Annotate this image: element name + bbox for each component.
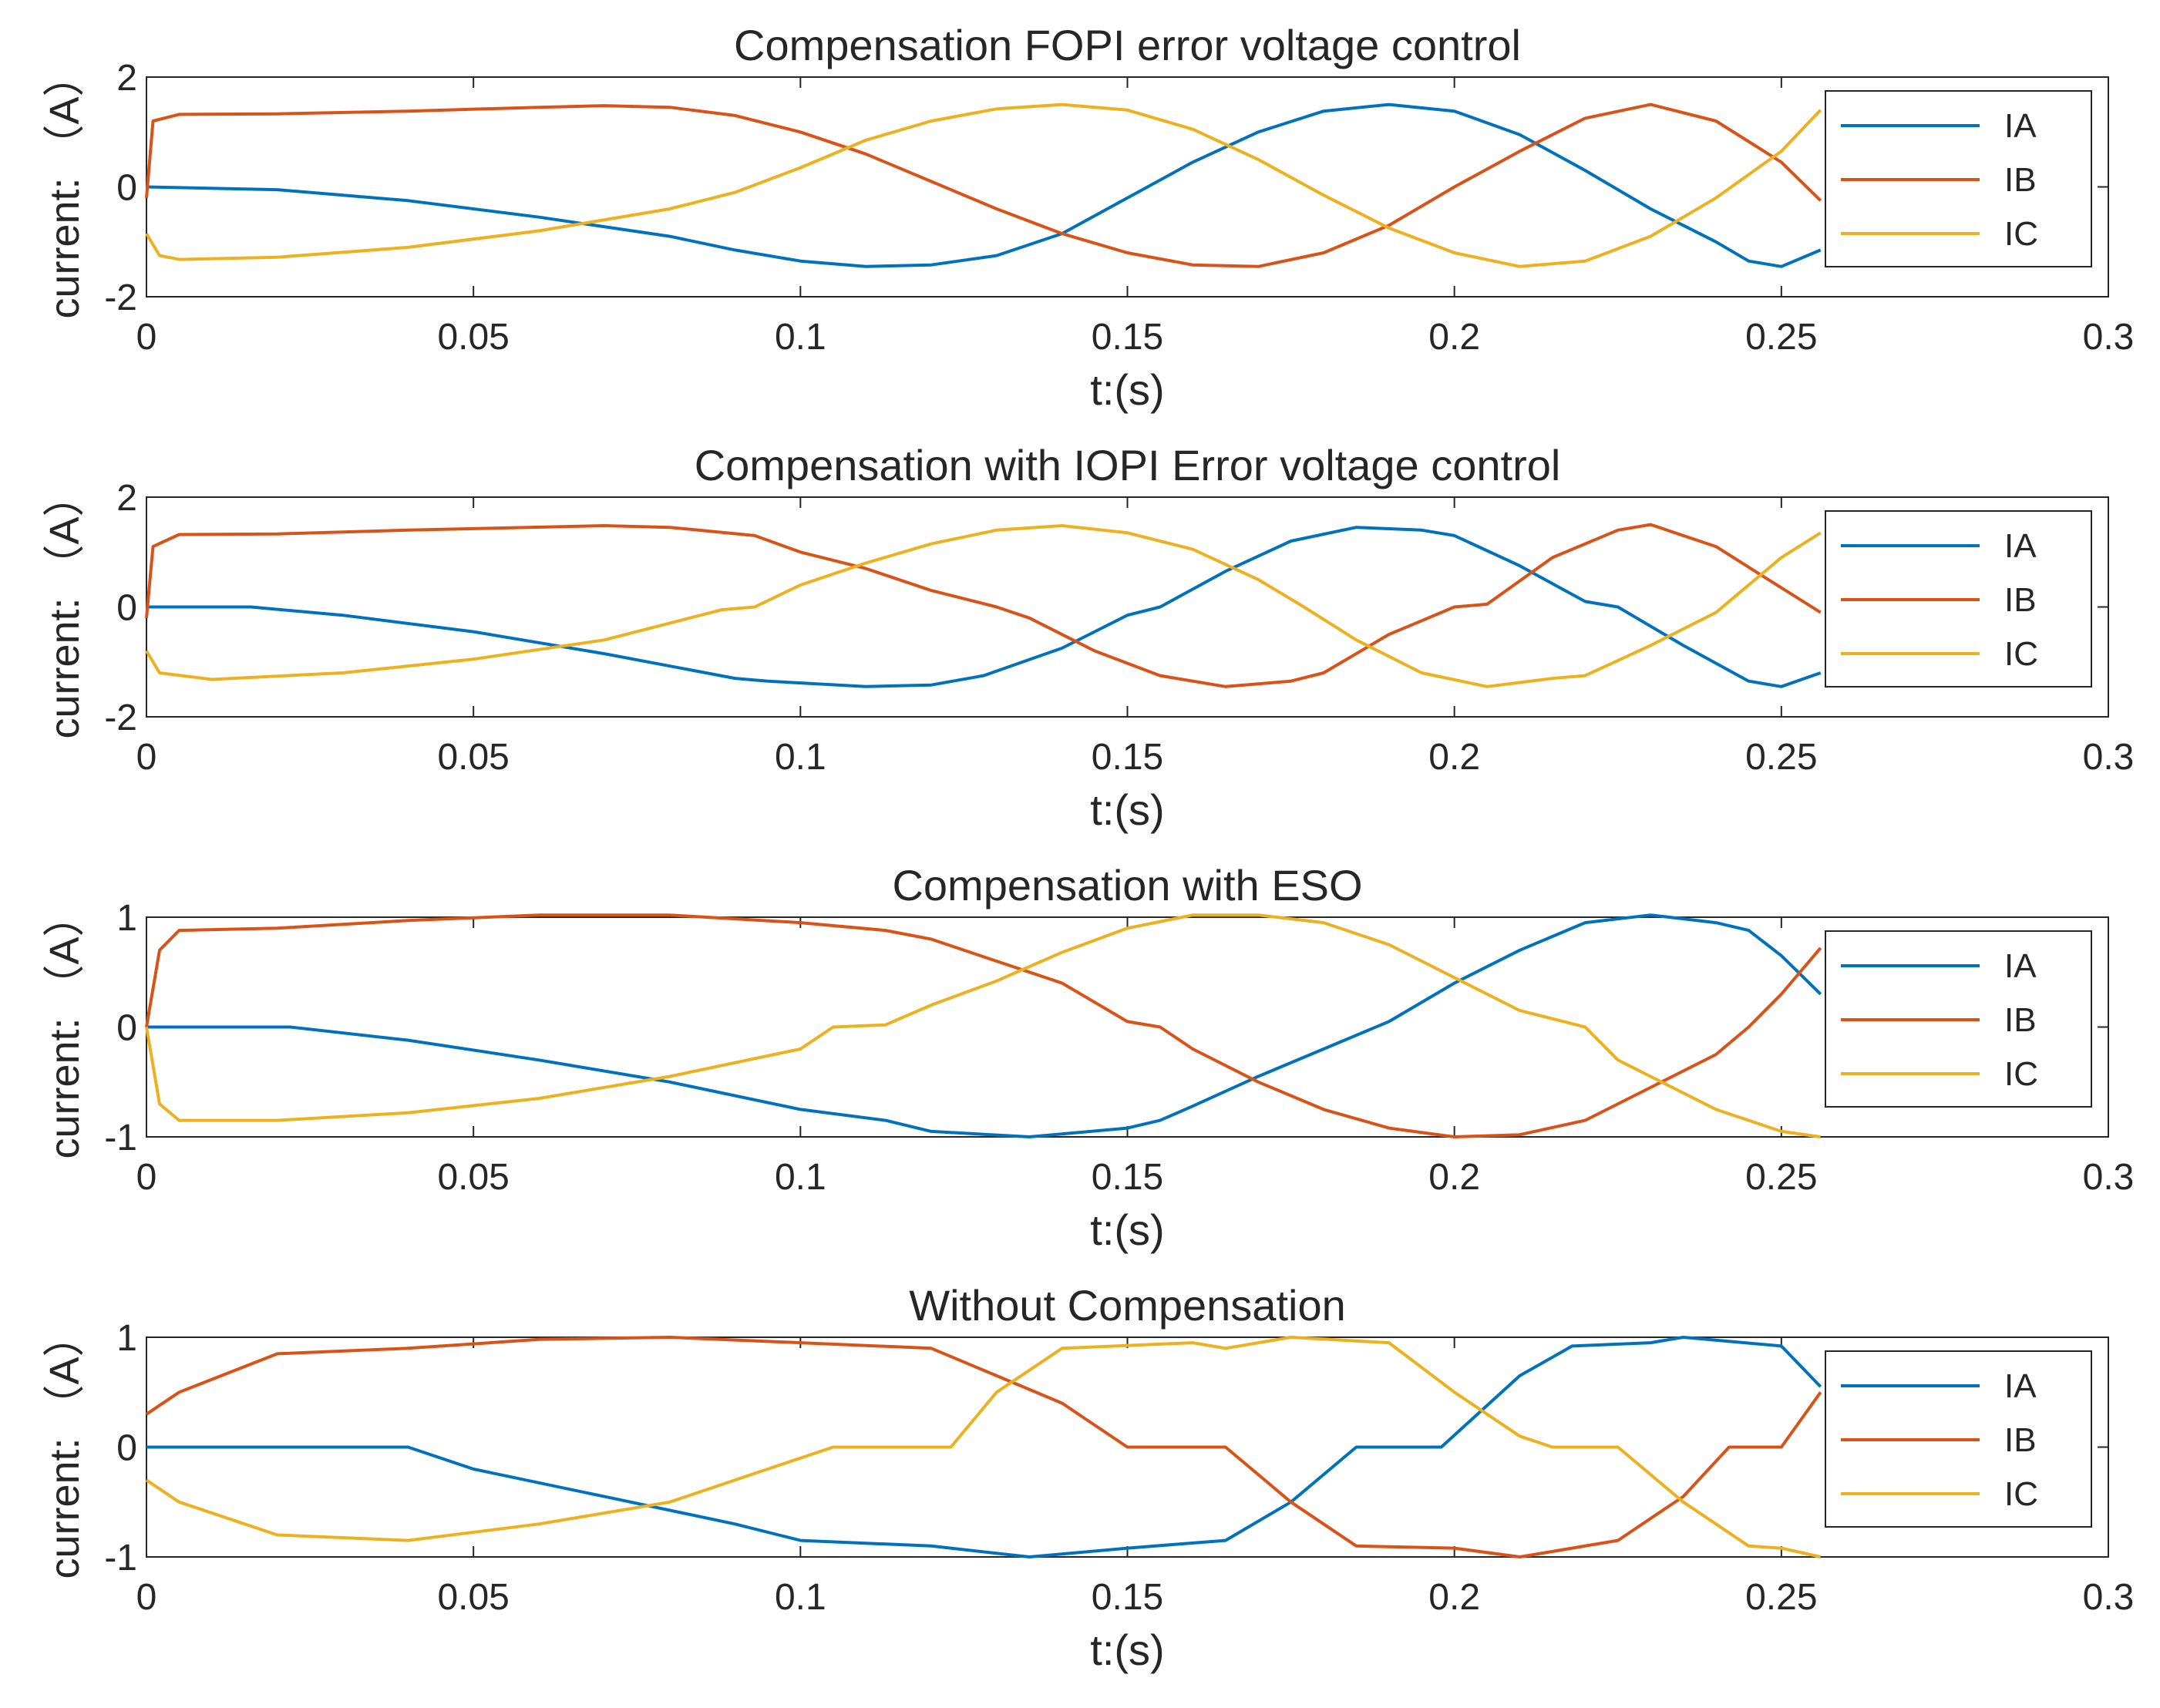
x-tick-label: 0.3 (2083, 317, 2135, 358)
x-tick-label: 0.25 (1745, 737, 1817, 778)
legend-label-ic: IC (2004, 1055, 2038, 1093)
legend-label-ic: IC (2004, 635, 2038, 673)
y-tick-label: -2 (104, 277, 137, 318)
y-axis-label: current: （A） (42, 475, 88, 738)
legend-label-ib: IB (2004, 581, 2037, 619)
legend: IA IB IC (1825, 1350, 2092, 1528)
y-axis-label: current: （A） (42, 1315, 88, 1579)
series-line-ic (145, 103, 1822, 268)
x-tick-label: 0.05 (437, 737, 509, 778)
x-axis-label: t:(s) (1090, 785, 1164, 834)
x-tick-label: 0.25 (1745, 1577, 1817, 1618)
y-tick-label: 1 (116, 1318, 137, 1359)
legend: IA IB IC (1825, 90, 2092, 267)
x-tick-label: 0 (136, 1577, 157, 1618)
y-tick-label: 0 (116, 168, 137, 209)
legend-label-ib: IB (2004, 1421, 2037, 1459)
x-tick-label: 0.15 (1092, 317, 1163, 358)
x-tick-label: 0.3 (2083, 1157, 2135, 1198)
legend-label-ic: IC (2004, 215, 2038, 253)
series-line-ib (145, 913, 1822, 1138)
series-line-ib (145, 523, 1822, 688)
x-tick-label: 0.15 (1092, 1577, 1163, 1618)
x-tick-label: 0.2 (1428, 1157, 1480, 1198)
series-line-ia (146, 526, 1822, 688)
x-tick-label: 0.1 (775, 1577, 826, 1618)
x-axis-label: t:(s) (1090, 1626, 1164, 1674)
legend-label-ia: IA (2004, 107, 2037, 145)
y-tick-label: -1 (104, 1118, 137, 1158)
x-tick-label: 0.05 (437, 317, 509, 358)
legend-label-ia: IA (2004, 947, 2037, 985)
x-axis-label: t:(s) (1090, 365, 1164, 414)
y-tick-label: 0 (116, 1428, 137, 1469)
series-line-ic (145, 1336, 1822, 1558)
subplot-1: Compensation FOPI error voltage control 0… (42, 21, 2134, 414)
x-tick-label: 0.25 (1745, 317, 1817, 358)
legend-label-ia: IA (2004, 1367, 2037, 1405)
plot-area (146, 916, 2109, 1138)
x-tick-label: 0.1 (775, 737, 826, 778)
y-axis-label: current: （A） (42, 895, 88, 1158)
series-line-ib (145, 103, 1822, 268)
subplot-title: Compensation with IOPI Error voltage con… (695, 441, 1561, 489)
x-tick-label: 0.05 (437, 1577, 509, 1618)
x-tick-label: 0.2 (1428, 1577, 1480, 1618)
series-line-ia (146, 1336, 1822, 1558)
legend: IA IB IC (1825, 930, 2092, 1108)
plot-area (146, 76, 2109, 298)
legend-label-ic: IC (2004, 1475, 2038, 1513)
subplot-2: Compensation with IOPI Error voltage con… (42, 441, 2134, 834)
x-tick-label: 0.1 (775, 317, 826, 358)
subplot-title: Compensation FOPI error voltage control (734, 21, 1521, 69)
series-line-ia (146, 913, 1822, 1138)
x-tick-label: 0.2 (1428, 737, 1480, 778)
subplot-3: Compensation with ESO 0 0.05 0.1 0.15 0.2 0.25… (42, 861, 2134, 1254)
y-tick-label: 0 (116, 1008, 137, 1049)
x-tick-label: 0.25 (1745, 1157, 1817, 1198)
x-tick-label: 0.3 (2083, 1577, 2135, 1618)
subplot-title: Compensation with ESO (892, 861, 1362, 909)
subplot-4: Without Compensation 0 0.05 0.1 0.15 0.2 0.25 0… (42, 1281, 2134, 1674)
x-tick-label: 0.1 (775, 1157, 826, 1198)
legend: IA IB IC (1825, 510, 2092, 688)
y-tick-label: -1 (104, 1538, 137, 1579)
y-axis-label: current: （A） (42, 55, 88, 318)
x-tick-label: 0 (136, 317, 157, 358)
x-axis-label: t:(s) (1090, 1205, 1164, 1254)
legend-label-ia: IA (2004, 527, 2037, 565)
series-line-ic (145, 913, 1821, 1138)
y-tick-label: 2 (116, 58, 137, 99)
x-tick-label: 0 (136, 1157, 157, 1198)
y-tick-label: 0 (116, 588, 137, 629)
y-tick-label: -2 (104, 698, 137, 738)
x-tick-label: 0.05 (437, 1157, 509, 1198)
legend-label-ib: IB (2004, 161, 2037, 199)
subplot-title: Without Compensation (909, 1281, 1346, 1330)
x-tick-label: 0.2 (1428, 317, 1480, 358)
x-tick-label: 0.3 (2083, 737, 2135, 778)
legend-label-ib: IB (2004, 1001, 2037, 1039)
x-tick-label: 0.15 (1092, 1157, 1163, 1198)
series-line-ia (146, 103, 1822, 268)
y-tick-label: 2 (116, 478, 137, 519)
series-line-ib (145, 1336, 1822, 1558)
x-tick-label: 0.15 (1092, 737, 1163, 778)
series-line-ic (145, 524, 1822, 688)
x-tick-label: 0 (136, 737, 157, 778)
y-tick-label: 1 (116, 898, 137, 939)
